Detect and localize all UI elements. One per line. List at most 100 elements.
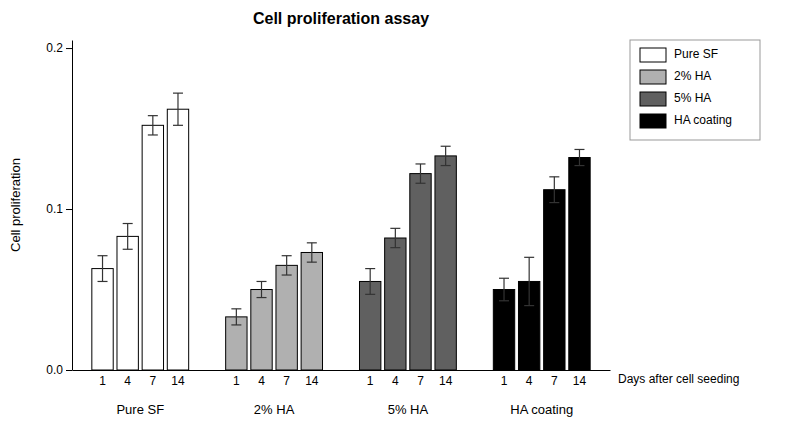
bar xyxy=(251,290,272,370)
error-bar xyxy=(177,93,178,125)
x-axis-line xyxy=(73,370,611,371)
error-cap xyxy=(148,134,158,135)
error-bar xyxy=(445,146,446,165)
error-bar xyxy=(311,243,312,262)
y-tick-label: 0.2 xyxy=(46,41,63,55)
title: Cell proliferation assay xyxy=(253,10,429,27)
x-tick-label: 7 xyxy=(283,374,290,388)
error-cap xyxy=(257,281,267,282)
bar xyxy=(276,265,297,370)
error-cap xyxy=(282,255,292,256)
error-cap xyxy=(98,255,108,256)
error-cap xyxy=(307,242,317,243)
bar xyxy=(92,269,113,370)
x-tick-label: 1 xyxy=(501,374,508,388)
x-tick-label: 1 xyxy=(233,374,240,388)
x-tick: 14 xyxy=(171,370,185,388)
x-tick: 1 xyxy=(99,370,106,388)
x-tick: 1 xyxy=(501,370,508,388)
bar xyxy=(226,317,247,370)
legend-swatch xyxy=(640,70,666,84)
bar xyxy=(544,190,565,370)
x-axis xyxy=(73,370,611,371)
error-cap xyxy=(148,115,158,116)
x-tick-label: 7 xyxy=(551,374,558,388)
error-cap xyxy=(98,281,108,282)
legend-swatch xyxy=(640,48,666,62)
error-bar xyxy=(503,278,504,301)
error-cap xyxy=(499,278,509,279)
y-tick-mark xyxy=(66,370,72,371)
legend: Pure SF2% HA5% HAHA coating xyxy=(630,40,760,140)
error-cap xyxy=(173,93,183,94)
error-bar xyxy=(261,281,262,297)
error-cap xyxy=(231,308,241,309)
y-axis-title: Cell proliferation xyxy=(8,158,23,252)
bar xyxy=(359,281,380,370)
error-cap xyxy=(123,223,133,224)
bar xyxy=(167,109,188,370)
error-cap xyxy=(282,274,292,275)
x-group-axis: 14 7 14 xyxy=(367,370,453,388)
x-tick-label: 14 xyxy=(171,374,185,388)
series xyxy=(493,149,590,370)
legend-label: 2% HA xyxy=(674,69,711,83)
error-cap xyxy=(390,247,400,248)
legend-swatch xyxy=(640,114,666,128)
legend-frame xyxy=(630,40,760,140)
y-tick-mark xyxy=(66,48,72,49)
x-tick: 7 xyxy=(417,370,424,388)
error-bar xyxy=(370,269,371,295)
error-cap xyxy=(574,165,584,166)
x-tick: 14 xyxy=(439,370,453,388)
y-tick: 0.2 xyxy=(46,41,72,55)
legend-label: Pure SF xyxy=(674,47,718,61)
bar xyxy=(569,158,590,370)
error-bar xyxy=(529,257,530,305)
error-cap xyxy=(415,183,425,184)
y-axis-line xyxy=(72,41,73,371)
x-tick-label: 4 xyxy=(124,374,131,388)
bar xyxy=(410,174,431,370)
x-tick: 4 xyxy=(258,370,265,388)
x-group-axis: 14714 xyxy=(501,370,587,388)
error-cap xyxy=(524,257,534,258)
group-label: 5% HA xyxy=(388,402,429,417)
legend-item: Pure SF xyxy=(640,47,718,62)
error-cap xyxy=(257,297,267,298)
x-tick: 4 xyxy=(124,370,131,388)
x-tick-label: 4 xyxy=(526,374,533,388)
error-cap xyxy=(549,176,559,177)
x-tick: 7 xyxy=(283,370,290,388)
x-tick-label: 7 xyxy=(417,374,424,388)
error-bar xyxy=(127,224,128,250)
error-bar xyxy=(395,228,396,247)
y-tick-label: 0.0 xyxy=(46,363,63,377)
error-bar xyxy=(236,309,237,325)
bar xyxy=(142,125,163,370)
error-bar xyxy=(420,164,421,183)
x-tick: 1 xyxy=(367,370,374,388)
x-tick: 4 xyxy=(392,370,399,388)
series xyxy=(359,146,456,370)
chart: 0.00.10.214714Pure SF147142% HA147145% H… xyxy=(0,0,785,448)
x-tick: 7 xyxy=(551,370,558,388)
legend-swatch xyxy=(640,92,666,106)
error-cap xyxy=(574,149,584,150)
y-tick-label: 0.1 xyxy=(46,202,63,216)
error-cap xyxy=(441,146,451,147)
error-cap xyxy=(549,202,559,203)
bar xyxy=(385,238,406,370)
bar xyxy=(301,252,322,370)
series xyxy=(92,93,189,370)
x-group-axis: 14714 xyxy=(233,370,319,388)
error-bar xyxy=(102,256,103,282)
x-tick-label: 14 xyxy=(305,374,319,388)
error-cap xyxy=(307,262,317,263)
x-tick: 7 xyxy=(149,370,156,388)
group-label: 2% HA xyxy=(254,402,295,417)
error-cap xyxy=(415,163,425,164)
x-tick: 14 xyxy=(573,370,587,388)
group-label: Pure SF xyxy=(116,402,164,417)
legend-label: HA coating xyxy=(674,113,732,127)
